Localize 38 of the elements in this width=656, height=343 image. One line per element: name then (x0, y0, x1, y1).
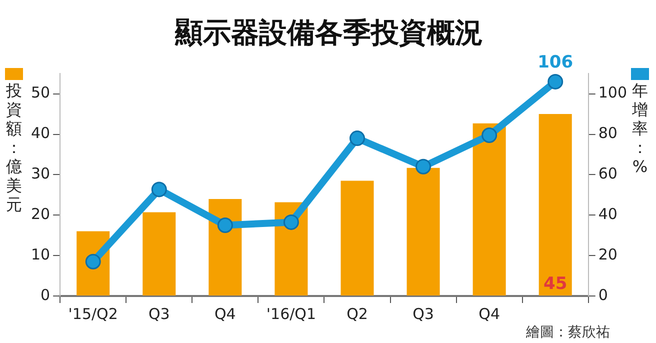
point (349, 130, 365, 146)
y-tick-label: 30 (30, 164, 50, 183)
data-label: 45 (544, 274, 568, 294)
y-tick-label: 20 (30, 205, 50, 224)
point (217, 217, 233, 233)
bar (406, 168, 440, 296)
y-tick-label: 50 (30, 84, 50, 102)
x-tick-label: Q3 (412, 304, 434, 323)
bar (538, 114, 572, 296)
point (548, 74, 564, 90)
bar (340, 180, 374, 296)
x-tick-label: Q4 (478, 304, 500, 323)
y2-tick-label: 20 (598, 245, 618, 264)
bar (142, 212, 176, 296)
point (416, 158, 432, 174)
y2-tick-label: 80 (598, 124, 618, 142)
y2-tick-label: 0 (598, 286, 608, 304)
data-label: 106 (538, 52, 574, 73)
point (151, 182, 167, 198)
point (482, 128, 498, 144)
chart-title: 顯示器設備各季投資概況 (174, 16, 483, 50)
x-tick-label: Q4 (214, 304, 236, 323)
point (85, 254, 101, 270)
bar (472, 123, 506, 296)
x-tick-label: Q3 (148, 304, 170, 323)
point (283, 214, 299, 230)
x-tick-label: '15/Q2 (68, 304, 118, 323)
x-tick-label: '16/Q1 (266, 304, 316, 323)
y-tick-label: 40 (30, 124, 50, 142)
y-tick-label: 0 (40, 286, 50, 304)
y2-tick-label: 60 (598, 164, 618, 183)
y-axis-title: 投資額：億美元 (5, 80, 22, 214)
text: 繪圖：蔡欣祐 (525, 324, 610, 341)
y2-tick-label: 100 (598, 84, 628, 102)
x-tick-label: Q2 (346, 304, 368, 323)
y-tick-label: 10 (30, 245, 50, 264)
y2-axis-title: 年增率：% (631, 80, 648, 176)
y2-tick-label: 40 (598, 205, 618, 224)
